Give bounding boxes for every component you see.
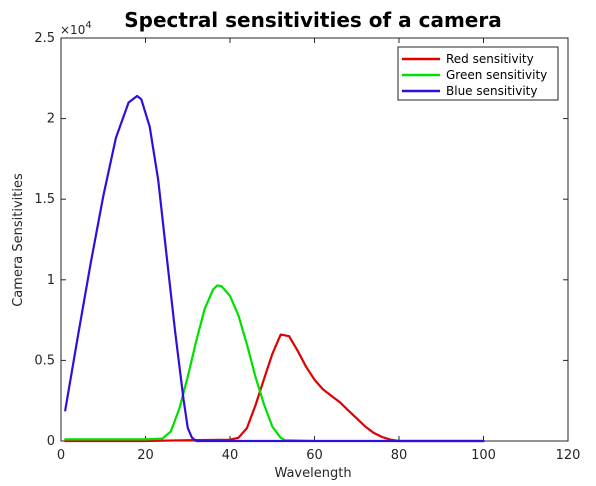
legend: Red sensitivity Green sensitivity Blue sen…: [397, 46, 559, 101]
series-line-blue-sensitivity: [64, 94, 485, 443]
y-tick-label: 2: [47, 112, 55, 127]
legend-label-green-sensitivity: Green sensitivity: [446, 68, 547, 82]
series-line-green-sensitivity: [64, 284, 316, 443]
legend-label-red-sensitivity: Red sensitivity: [446, 52, 534, 66]
y-tick-label: 2.5: [34, 31, 55, 46]
legend-label-blue-sensitivity: Blue sensitivity: [446, 84, 537, 98]
y-tick-label: 1.5: [34, 192, 55, 207]
plot-area: [60, 37, 569, 442]
ticks: 0 20 40 60 80 100 120 0 0.5 1 1.5 2 2.5: [34, 31, 580, 463]
series-lines: [64, 94, 485, 443]
x-axis-label: Wavelength: [274, 466, 351, 481]
y-tick-label: 0: [47, 434, 55, 449]
y-tick-label: 0.5: [34, 353, 55, 368]
x-tick-label: 0: [57, 448, 65, 463]
x-tick-label: 100: [471, 448, 496, 463]
y-exponent-label: ×104: [60, 20, 92, 37]
x-tick-label: 120: [556, 448, 581, 463]
chart-title: Spectral sensitivities of a camera: [124, 8, 501, 32]
x-tick-label: 80: [391, 448, 408, 463]
x-tick-label: 60: [306, 448, 323, 463]
y-axis-label: Camera Sensitivities: [11, 173, 26, 307]
x-tick-label: 20: [137, 448, 154, 463]
x-tick-label: 40: [222, 448, 239, 463]
y-tick-label: 1: [47, 273, 55, 288]
series-line-red-sensitivity: [64, 333, 485, 443]
